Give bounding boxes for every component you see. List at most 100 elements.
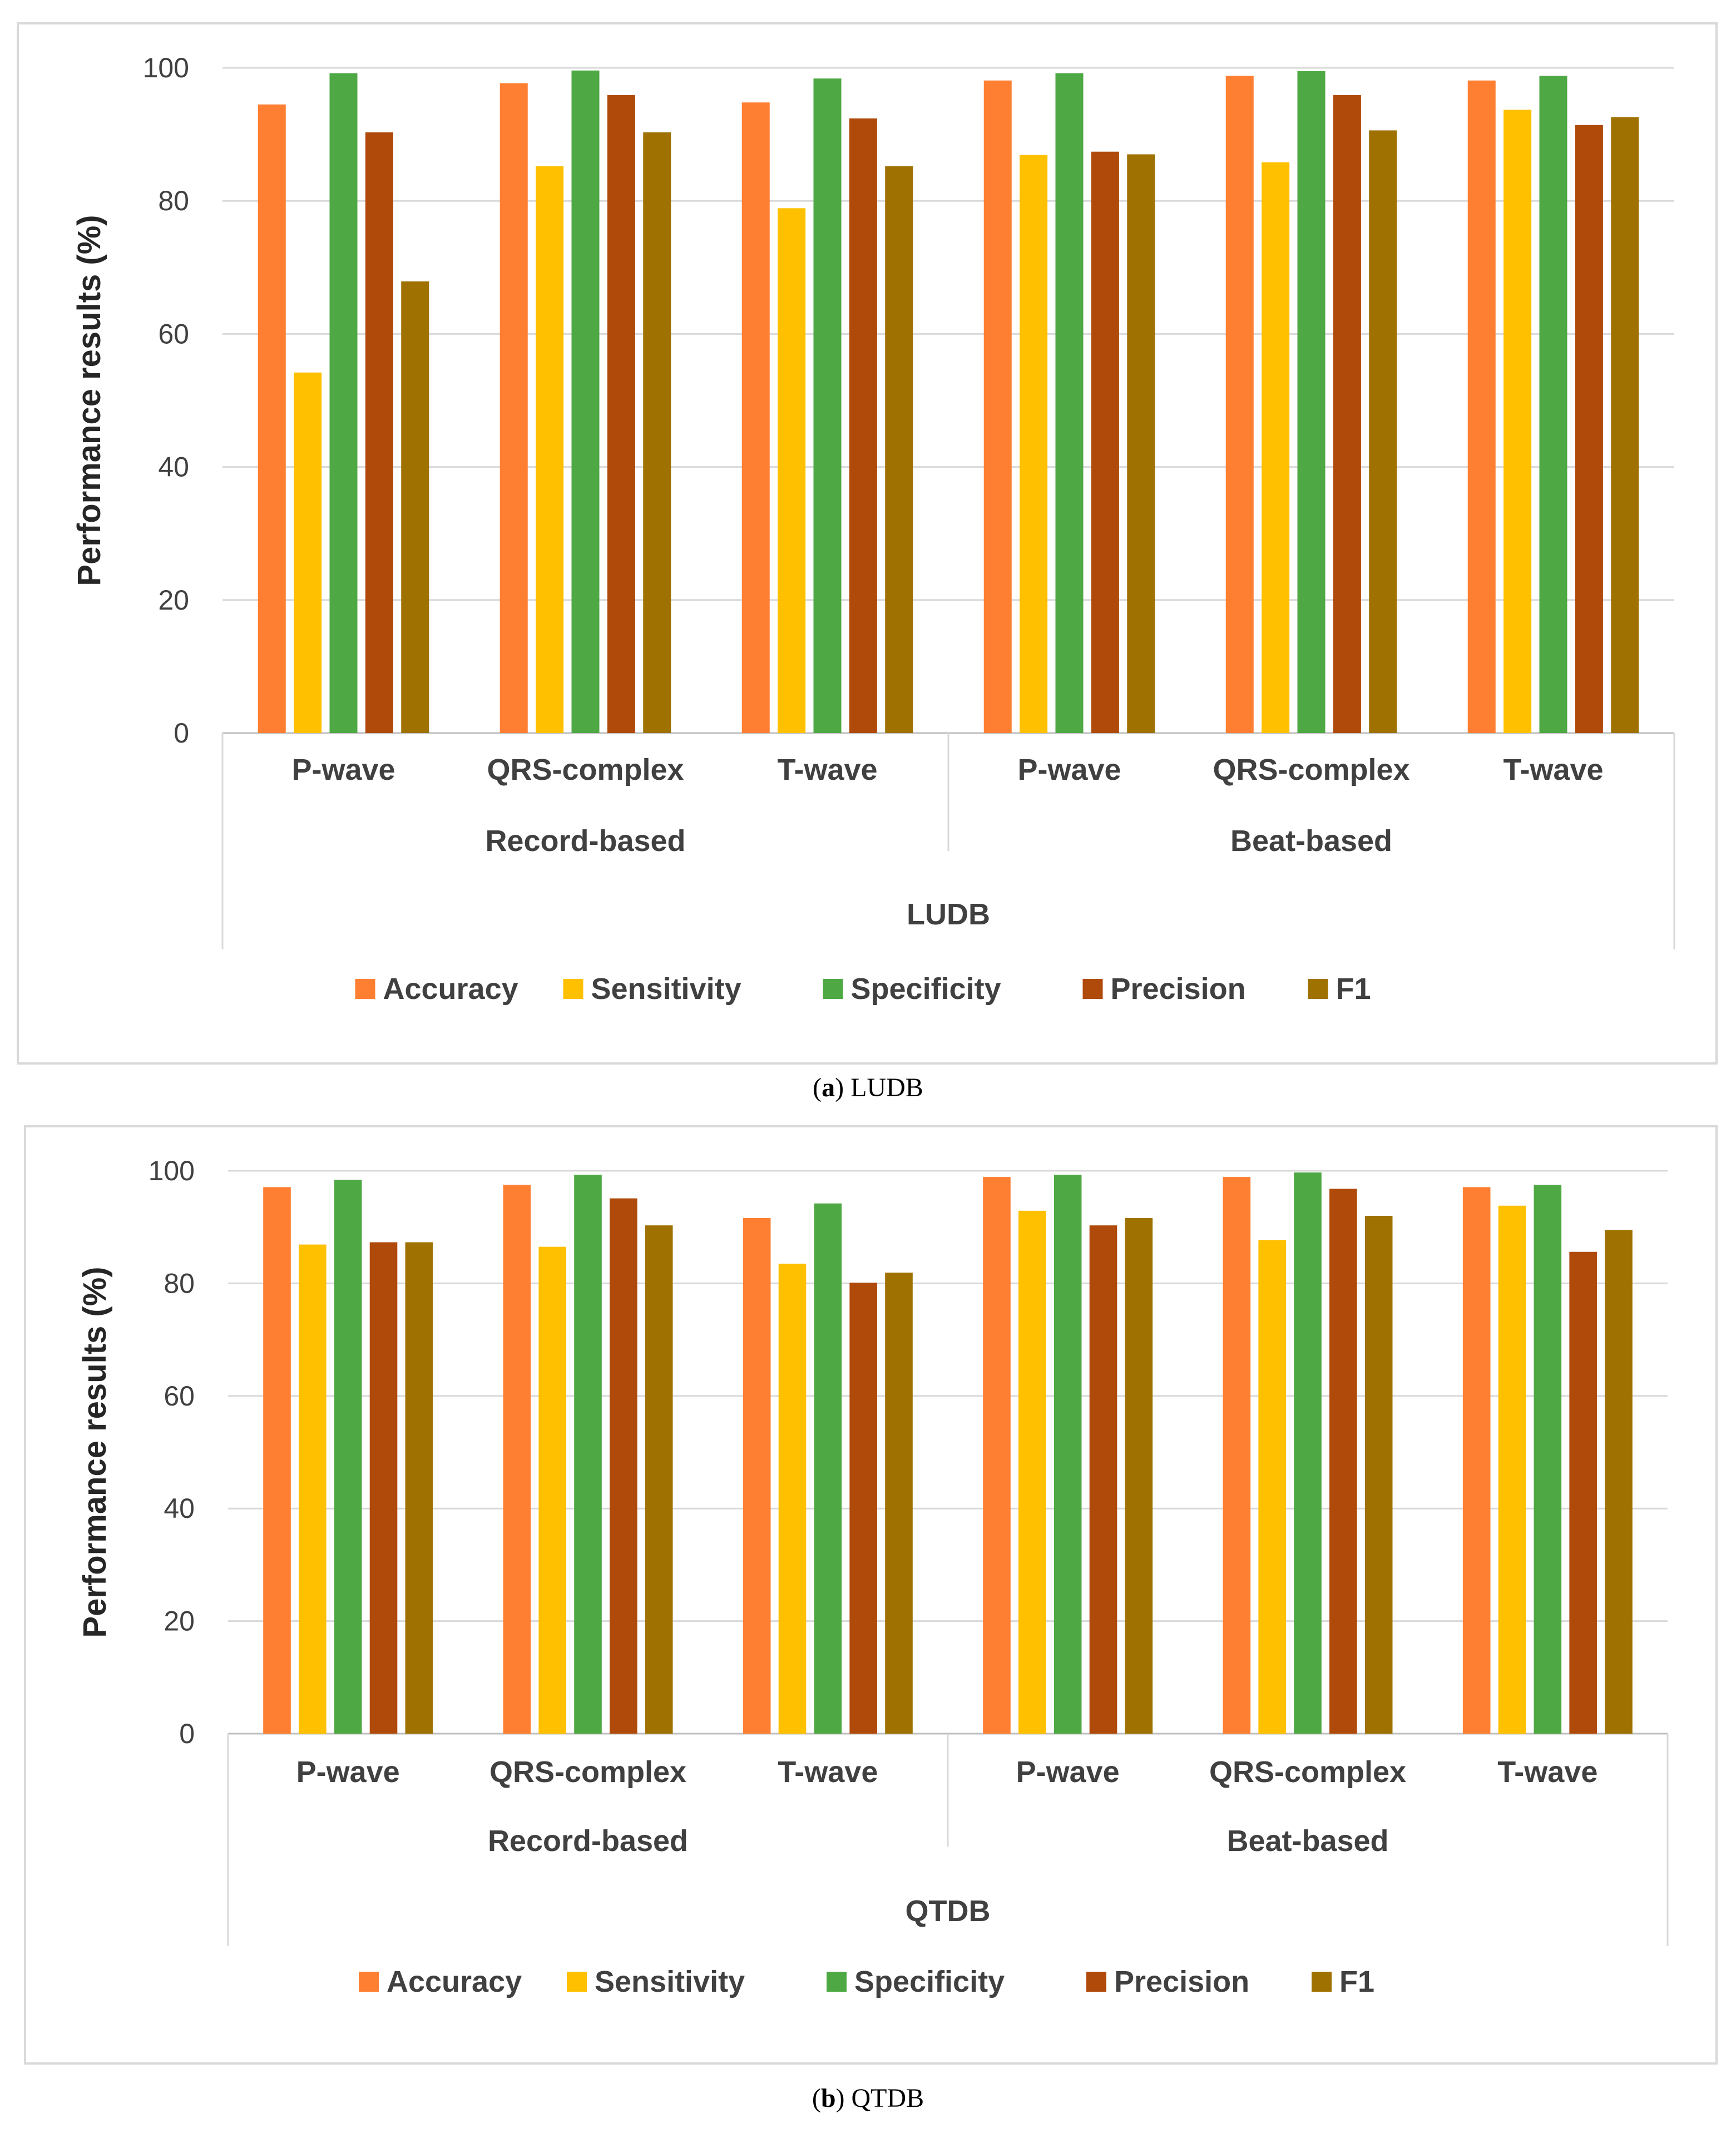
bar-f1-1 [401, 281, 429, 733]
y-tick-label: 80 [158, 185, 189, 216]
bar-accuracy-1 [263, 1187, 291, 1734]
x-category-label: QRS-complex [1209, 1755, 1406, 1789]
bar-sensitivity-4 [1018, 1210, 1046, 1734]
y-tick-label: 20 [158, 585, 189, 616]
bar-f1-5 [1369, 130, 1397, 734]
y-axis-label: Performance results (%) [71, 215, 107, 586]
caption-a-letter: a [822, 1073, 835, 1102]
bar-specificity-1 [334, 1180, 362, 1734]
bar-f1-5 [1364, 1215, 1393, 1734]
legend-swatch-precision [1086, 1972, 1106, 1992]
y-tick-label: 0 [179, 1718, 195, 1749]
bar-precision-5 [1329, 1189, 1357, 1734]
bar-accuracy-2 [503, 1185, 531, 1734]
bar-specificity-4 [1055, 73, 1084, 733]
legend-label-f1: F1 [1336, 972, 1371, 1006]
bar-accuracy-4 [983, 80, 1012, 733]
bar-sensitivity-6 [1498, 1205, 1526, 1734]
bar-sensitivity-4 [1020, 155, 1048, 733]
bar-sensitivity-2 [538, 1246, 566, 1734]
bar-precision-1 [369, 1242, 398, 1734]
bar-specificity-3 [814, 1203, 842, 1734]
bar-precision-2 [610, 1198, 637, 1734]
chart-panel-b: 0 20 40 60 80 100 P-wave QRS-complex T-wave P-wav… [0, 1118, 1736, 2133]
bar-specificity-1 [329, 73, 358, 733]
legend-label-f1: F1 [1339, 1965, 1374, 1998]
bar-accuracy-5 [1225, 76, 1254, 733]
x-axis-dataset-label: QTDB [906, 1894, 991, 1928]
legend-label-specificity: Specificity [854, 1965, 1005, 1998]
bar-sensitivity-2 [536, 166, 564, 733]
y-tick-label: 40 [158, 452, 189, 483]
bar-sensitivity-6 [1503, 110, 1532, 733]
bar-specificity-3 [813, 78, 842, 734]
legend-label-sensitivity: Sensitivity [595, 1965, 745, 1998]
bar-f1-6 [1605, 1230, 1633, 1734]
bar-accuracy-6 [1467, 80, 1496, 733]
y-tick-label: 100 [149, 1155, 195, 1186]
bar-sensitivity-1 [299, 1244, 327, 1734]
bar-specificity-5 [1297, 71, 1326, 734]
bar-precision-2 [607, 95, 635, 733]
bar-accuracy-2 [499, 83, 528, 733]
y-tick-label: 20 [164, 1606, 195, 1637]
x-axis-dataset-label: LUDB [907, 898, 990, 931]
bar-specificity-5 [1294, 1172, 1322, 1734]
bar-chart-qtdb: 0 20 40 60 80 100 P-wave QRS-complex T-wave P-wav… [24, 1125, 1718, 2065]
x-group-label: Beat-based [1226, 1824, 1388, 1858]
legend: Accuracy Sensitivity Specificity Precision F… [355, 972, 1371, 1006]
bar-specificity-6 [1539, 76, 1567, 733]
legend-swatch-accuracy [359, 1972, 379, 1992]
y-tick-label: 60 [158, 318, 189, 349]
bar-precision-6 [1575, 125, 1603, 734]
legend-label-precision: Precision [1111, 972, 1246, 1006]
caption-b-text: QTDB [851, 2083, 924, 2113]
legend-swatch-sensitivity [567, 1972, 587, 1992]
legend: Accuracy Sensitivity Specificity Precision F… [359, 1965, 1374, 1998]
y-tick-label: 0 [174, 717, 189, 749]
x-group-label: Beat-based [1230, 824, 1392, 858]
legend-label-accuracy: Accuracy [383, 972, 518, 1006]
x-group-label: Record-based [485, 824, 685, 858]
x-category-label: QRS-complex [1213, 753, 1409, 786]
bar-precision-3 [849, 118, 877, 733]
legend-swatch-f1 [1312, 1972, 1332, 1992]
bar-sensitivity-1 [294, 372, 322, 733]
bar-chart-ludb: 0 20 40 60 80 100 P-wave QRS-complex T-wave P-wav… [17, 22, 1718, 1065]
legend-swatch-precision [1082, 979, 1103, 999]
bar-f1-3 [885, 1273, 913, 1734]
y-tick-label: 100 [143, 52, 189, 83]
legend-swatch-specificity [823, 979, 843, 999]
chart-panel-a: 0 20 40 60 80 100 P-wave QRS-complex T-wave P-wav… [17, 22, 1718, 1102]
bar-accuracy-3 [741, 102, 770, 733]
bar-accuracy-4 [983, 1177, 1011, 1734]
bar-accuracy-5 [1223, 1177, 1251, 1734]
x-category-label: T-wave [777, 753, 877, 786]
x-category-label: T-wave [1503, 753, 1603, 786]
legend-label-sensitivity: Sensitivity [591, 972, 741, 1006]
legend-label-specificity: Specificity [851, 972, 1001, 1006]
bar-precision-1 [365, 132, 393, 734]
bar-sensitivity-3 [778, 1263, 807, 1734]
caption-a: (a) LUDB [813, 1073, 923, 1102]
bar-f1-2 [643, 132, 671, 734]
bar-specificity-2 [571, 70, 600, 734]
legend-swatch-f1 [1308, 979, 1328, 999]
legend-swatch-sensitivity [563, 979, 583, 999]
y-tick-label: 60 [164, 1380, 195, 1412]
bar-specificity-4 [1054, 1175, 1082, 1734]
bar-precision-4 [1091, 151, 1119, 733]
bar-f1-1 [405, 1242, 433, 1734]
x-group-label: Record-based [488, 1824, 688, 1858]
bar-sensitivity-3 [778, 208, 806, 734]
x-category-label: P-wave [1016, 1755, 1120, 1789]
bar-f1-3 [885, 166, 913, 733]
legend-swatch-specificity [827, 1972, 847, 1992]
bar-accuracy-3 [743, 1218, 771, 1734]
bar-precision-6 [1569, 1251, 1597, 1734]
bar-precision-4 [1089, 1225, 1117, 1734]
caption-b: (b) QTDB [812, 2083, 924, 2113]
bar-precision-3 [849, 1283, 877, 1734]
x-category-label: QRS-complex [489, 1755, 686, 1789]
caption-b-letter: b [820, 2083, 836, 2113]
